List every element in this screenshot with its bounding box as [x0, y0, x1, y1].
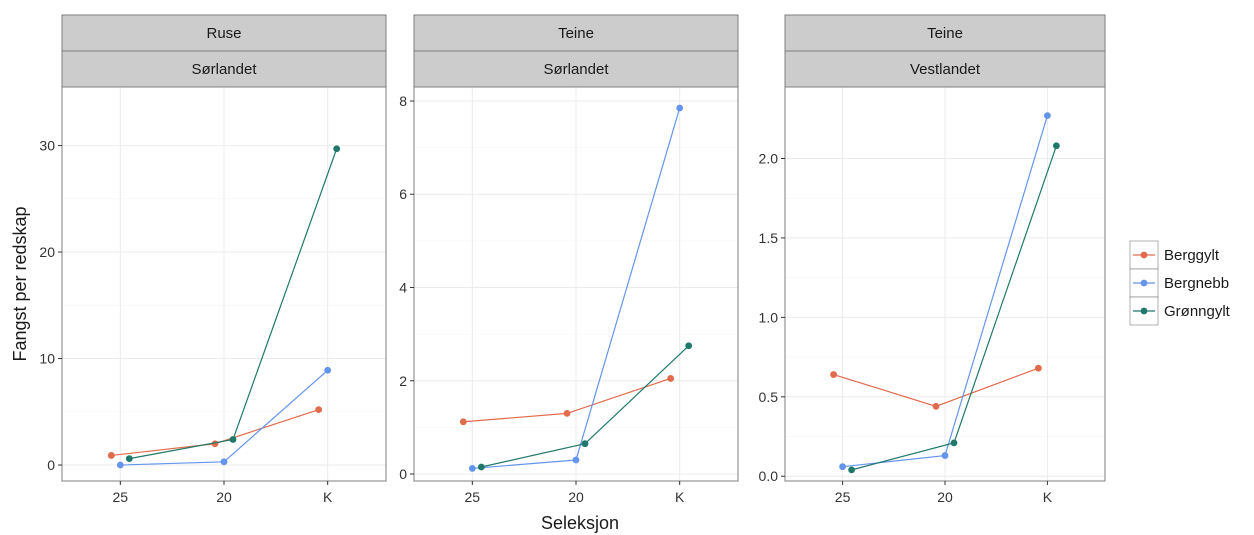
- data-point: [581, 440, 589, 448]
- facet-strip-bottom-label: Sørlandet: [191, 61, 257, 78]
- x-tick-label: K: [675, 489, 685, 505]
- data-point: [220, 458, 228, 466]
- legend: Berggylt Bergnebb Grønngylt: [1129, 240, 1231, 326]
- x-tick-label: 20: [568, 489, 584, 505]
- data-point: [932, 402, 940, 410]
- data-point: [333, 145, 341, 153]
- facet-strip-top: [413, 14, 739, 52]
- legend-label: Berggylt: [1164, 247, 1220, 264]
- facet-panel: Teine Vestlandet 0.0 0.5 1.0 1.5 2.0 25 20 K: [759, 14, 1106, 505]
- x-tick-label: K: [323, 489, 333, 505]
- data-point: [848, 466, 855, 474]
- data-point: [229, 436, 237, 443]
- y-tick-label: 8: [399, 93, 407, 109]
- series-line: [129, 148, 338, 460]
- facet-strip-bottom-label: Vestlandet: [910, 61, 981, 78]
- y-tick-label: 0.0: [759, 468, 779, 484]
- y-tick-label: 1.5: [759, 230, 779, 246]
- data-point: [685, 342, 693, 350]
- data-point: [1044, 112, 1051, 119]
- y-tick-label: 10: [39, 351, 55, 367]
- data-point: [315, 406, 323, 414]
- y-tick-label: 0: [399, 466, 407, 482]
- series-line: [481, 345, 690, 468]
- x-tick-label: 25: [465, 489, 481, 505]
- data-point: [563, 409, 571, 417]
- facet-strip-top: [61, 14, 387, 52]
- legend-label: Bergnebb: [1164, 275, 1229, 292]
- series-line: [111, 409, 319, 457]
- data-point: [1035, 364, 1042, 372]
- y-axis-title: Fangst per redskap: [10, 206, 30, 361]
- facet-strip-bottom: [413, 50, 739, 88]
- facet-strip-top-label: Teine: [927, 25, 963, 42]
- y-tick-label: 2.0: [759, 150, 779, 166]
- facet-panel: Teine Sørlandet 0 2 4 6 8 25 20 K: [399, 14, 739, 505]
- x-tick-label: 25: [113, 489, 129, 505]
- series-line: [851, 145, 1057, 471]
- y-tick-label: 30: [39, 138, 55, 154]
- data-point: [116, 461, 124, 469]
- data-point: [459, 418, 467, 426]
- data-point: [477, 463, 485, 471]
- data-point: [839, 463, 846, 471]
- legend-point: [1140, 251, 1148, 259]
- data-point: [125, 455, 133, 463]
- y-tick-label: 2: [399, 373, 407, 389]
- series-line: [833, 367, 1039, 407]
- y-tick-label: 6: [399, 186, 407, 202]
- x-tick-label: K: [1043, 489, 1053, 505]
- x-tick-label: 25: [835, 489, 851, 505]
- x-tick-label: 20: [216, 489, 232, 505]
- data-point: [572, 456, 580, 464]
- data-point: [667, 375, 675, 382]
- facet-panel: Ruse Sørlandet 0 10 20 30 25 20 K: [39, 14, 387, 505]
- legend-point: [1140, 307, 1148, 315]
- legend-label: Grønngylt: [1164, 303, 1231, 320]
- data-point: [107, 452, 115, 459]
- data-point: [950, 439, 958, 447]
- facet-strip-top: [784, 14, 1106, 52]
- data-point: [468, 465, 476, 472]
- data-point: [1053, 142, 1060, 150]
- facet-strip-bottom: [61, 50, 387, 88]
- y-tick-label: 4: [399, 279, 407, 295]
- x-axis-title: Seleksjon: [541, 513, 619, 533]
- facet-strip-top-label: Teine: [558, 25, 594, 42]
- facet-strip-bottom-label: Sørlandet: [543, 61, 609, 78]
- legend-point: [1140, 279, 1148, 287]
- facet-strip-top-label: Ruse: [206, 25, 241, 42]
- x-tick-label: 20: [937, 489, 953, 505]
- y-tick-label: 1.0: [759, 309, 779, 325]
- y-tick-label: 0.5: [759, 389, 779, 405]
- y-tick-label: 0: [47, 457, 55, 473]
- data-point: [324, 366, 332, 374]
- data-point: [830, 371, 837, 378]
- y-tick-label: 20: [39, 244, 55, 260]
- data-point: [941, 452, 949, 459]
- data-point: [676, 104, 684, 112]
